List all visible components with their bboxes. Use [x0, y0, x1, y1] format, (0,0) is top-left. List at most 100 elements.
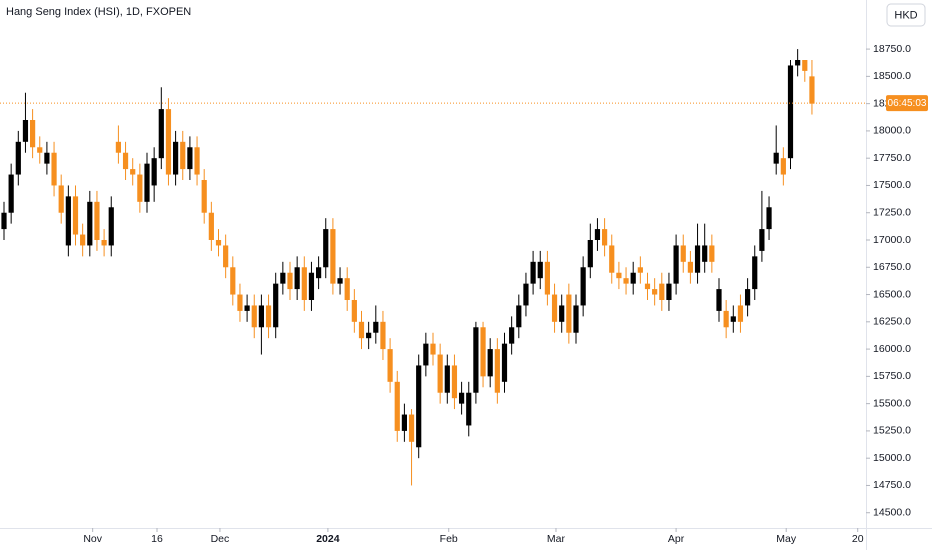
candle-body: [287, 272, 293, 290]
candle-body: [702, 245, 708, 262]
candle-body: [80, 234, 86, 246]
candle-body: [108, 207, 114, 246]
candle-body: [652, 289, 658, 295]
y-tick-label: 14750.0: [873, 479, 911, 491]
candle-body: [752, 256, 758, 290]
candle-body: [72, 196, 79, 235]
y-tick-label: 14500.0: [873, 507, 911, 519]
candle-body: [623, 278, 629, 284]
candle-body: [716, 289, 722, 311]
candle-body: [351, 300, 357, 322]
candle-body: [65, 196, 71, 246]
candle-body: [22, 120, 29, 142]
candle-body: [601, 229, 608, 246]
y-tick-label: 16750.0: [873, 261, 911, 273]
candle-body: [1, 212, 7, 230]
candle-body: [559, 305, 565, 322]
candle-body: [687, 261, 693, 273]
candle-body: [694, 245, 701, 273]
candle-body: [423, 343, 429, 366]
candle-body: [458, 392, 465, 404]
candle-body: [208, 212, 214, 240]
candle-body: [523, 283, 529, 306]
x-tick-label: 16: [151, 533, 163, 545]
candle-body: [223, 245, 229, 268]
candle-body: [30, 120, 36, 148]
y-tick-label: 18000.0: [873, 125, 911, 137]
candle-body: [15, 141, 21, 175]
y-tick-label: 17750.0: [873, 152, 911, 164]
candle-body: [466, 392, 472, 426]
candle-body: [94, 201, 100, 240]
candle-body: [316, 267, 322, 279]
candle-body: [187, 147, 193, 170]
candle-body: [387, 349, 393, 382]
x-tick-label: Mar: [547, 533, 566, 545]
y-tick-label: 18750.0: [873, 43, 911, 55]
candle-body: [644, 283, 651, 290]
candle-body: [394, 381, 400, 431]
candle-body: [280, 272, 286, 284]
candle-body: [773, 152, 779, 164]
candle-body: [158, 109, 164, 159]
candle-body: [251, 305, 257, 328]
candle-body: [473, 327, 479, 393]
candle-body: [265, 305, 272, 328]
candle-body: [408, 414, 415, 442]
candle-body: [787, 65, 794, 159]
currency-button[interactable]: [886, 3, 926, 27]
candle-body: [809, 76, 815, 104]
candle-body: [330, 229, 336, 284]
x-tick-label: Nov: [83, 533, 102, 545]
candle-body: [451, 365, 458, 399]
candle-body: [580, 267, 586, 306]
candle-body: [551, 294, 558, 322]
candle-body: [530, 261, 536, 284]
candle-body: [380, 321, 386, 350]
candle-body: [237, 294, 243, 311]
price-label-box: [886, 95, 928, 112]
candle-body: [301, 267, 307, 300]
candle-body: [173, 141, 179, 175]
candle-body: [101, 240, 107, 246]
candle-body: [358, 321, 365, 339]
candle-body: [594, 229, 601, 240]
candle-body: [308, 272, 315, 300]
candle-body: [666, 283, 672, 300]
y-tick-label: 16500.0: [873, 288, 911, 300]
candle-body: [165, 109, 172, 175]
candle-body: [616, 272, 622, 279]
candle-body: [416, 365, 422, 448]
x-tick-label: Apr: [668, 533, 685, 545]
candle-body: [87, 201, 93, 246]
candle-body: [294, 267, 300, 290]
candle-body: [323, 229, 329, 268]
candle-body: [180, 141, 186, 170]
candle-body: [344, 278, 350, 300]
x-tick-label: Feb: [440, 533, 458, 545]
candle-body: [487, 349, 493, 377]
candle-body: [244, 305, 250, 311]
candle-body: [151, 158, 157, 186]
candle-body: [802, 60, 808, 71]
candle-body: [444, 365, 450, 393]
candle-body: [373, 321, 379, 333]
candle-body: [737, 305, 744, 322]
candle-body: [144, 163, 150, 202]
candle-body: [609, 245, 615, 273]
x-tick-label: Dec: [211, 533, 230, 545]
candle-body: [480, 327, 486, 377]
candle-body: [766, 207, 772, 230]
candle-body: [51, 152, 57, 186]
candle-body: [337, 278, 343, 284]
y-tick-label: 16250.0: [873, 316, 911, 328]
candle-body: [795, 60, 801, 66]
candle-body: [366, 332, 372, 339]
candle-body: [430, 343, 436, 355]
chart-title: Hang Seng Index (HSI), 1D, FXOPEN: [6, 6, 191, 18]
candle-body: [273, 283, 279, 328]
y-tick-label: 15000.0: [873, 452, 911, 464]
candle-body: [194, 147, 200, 175]
candle-body: [58, 185, 64, 213]
candle-body: [130, 169, 136, 175]
